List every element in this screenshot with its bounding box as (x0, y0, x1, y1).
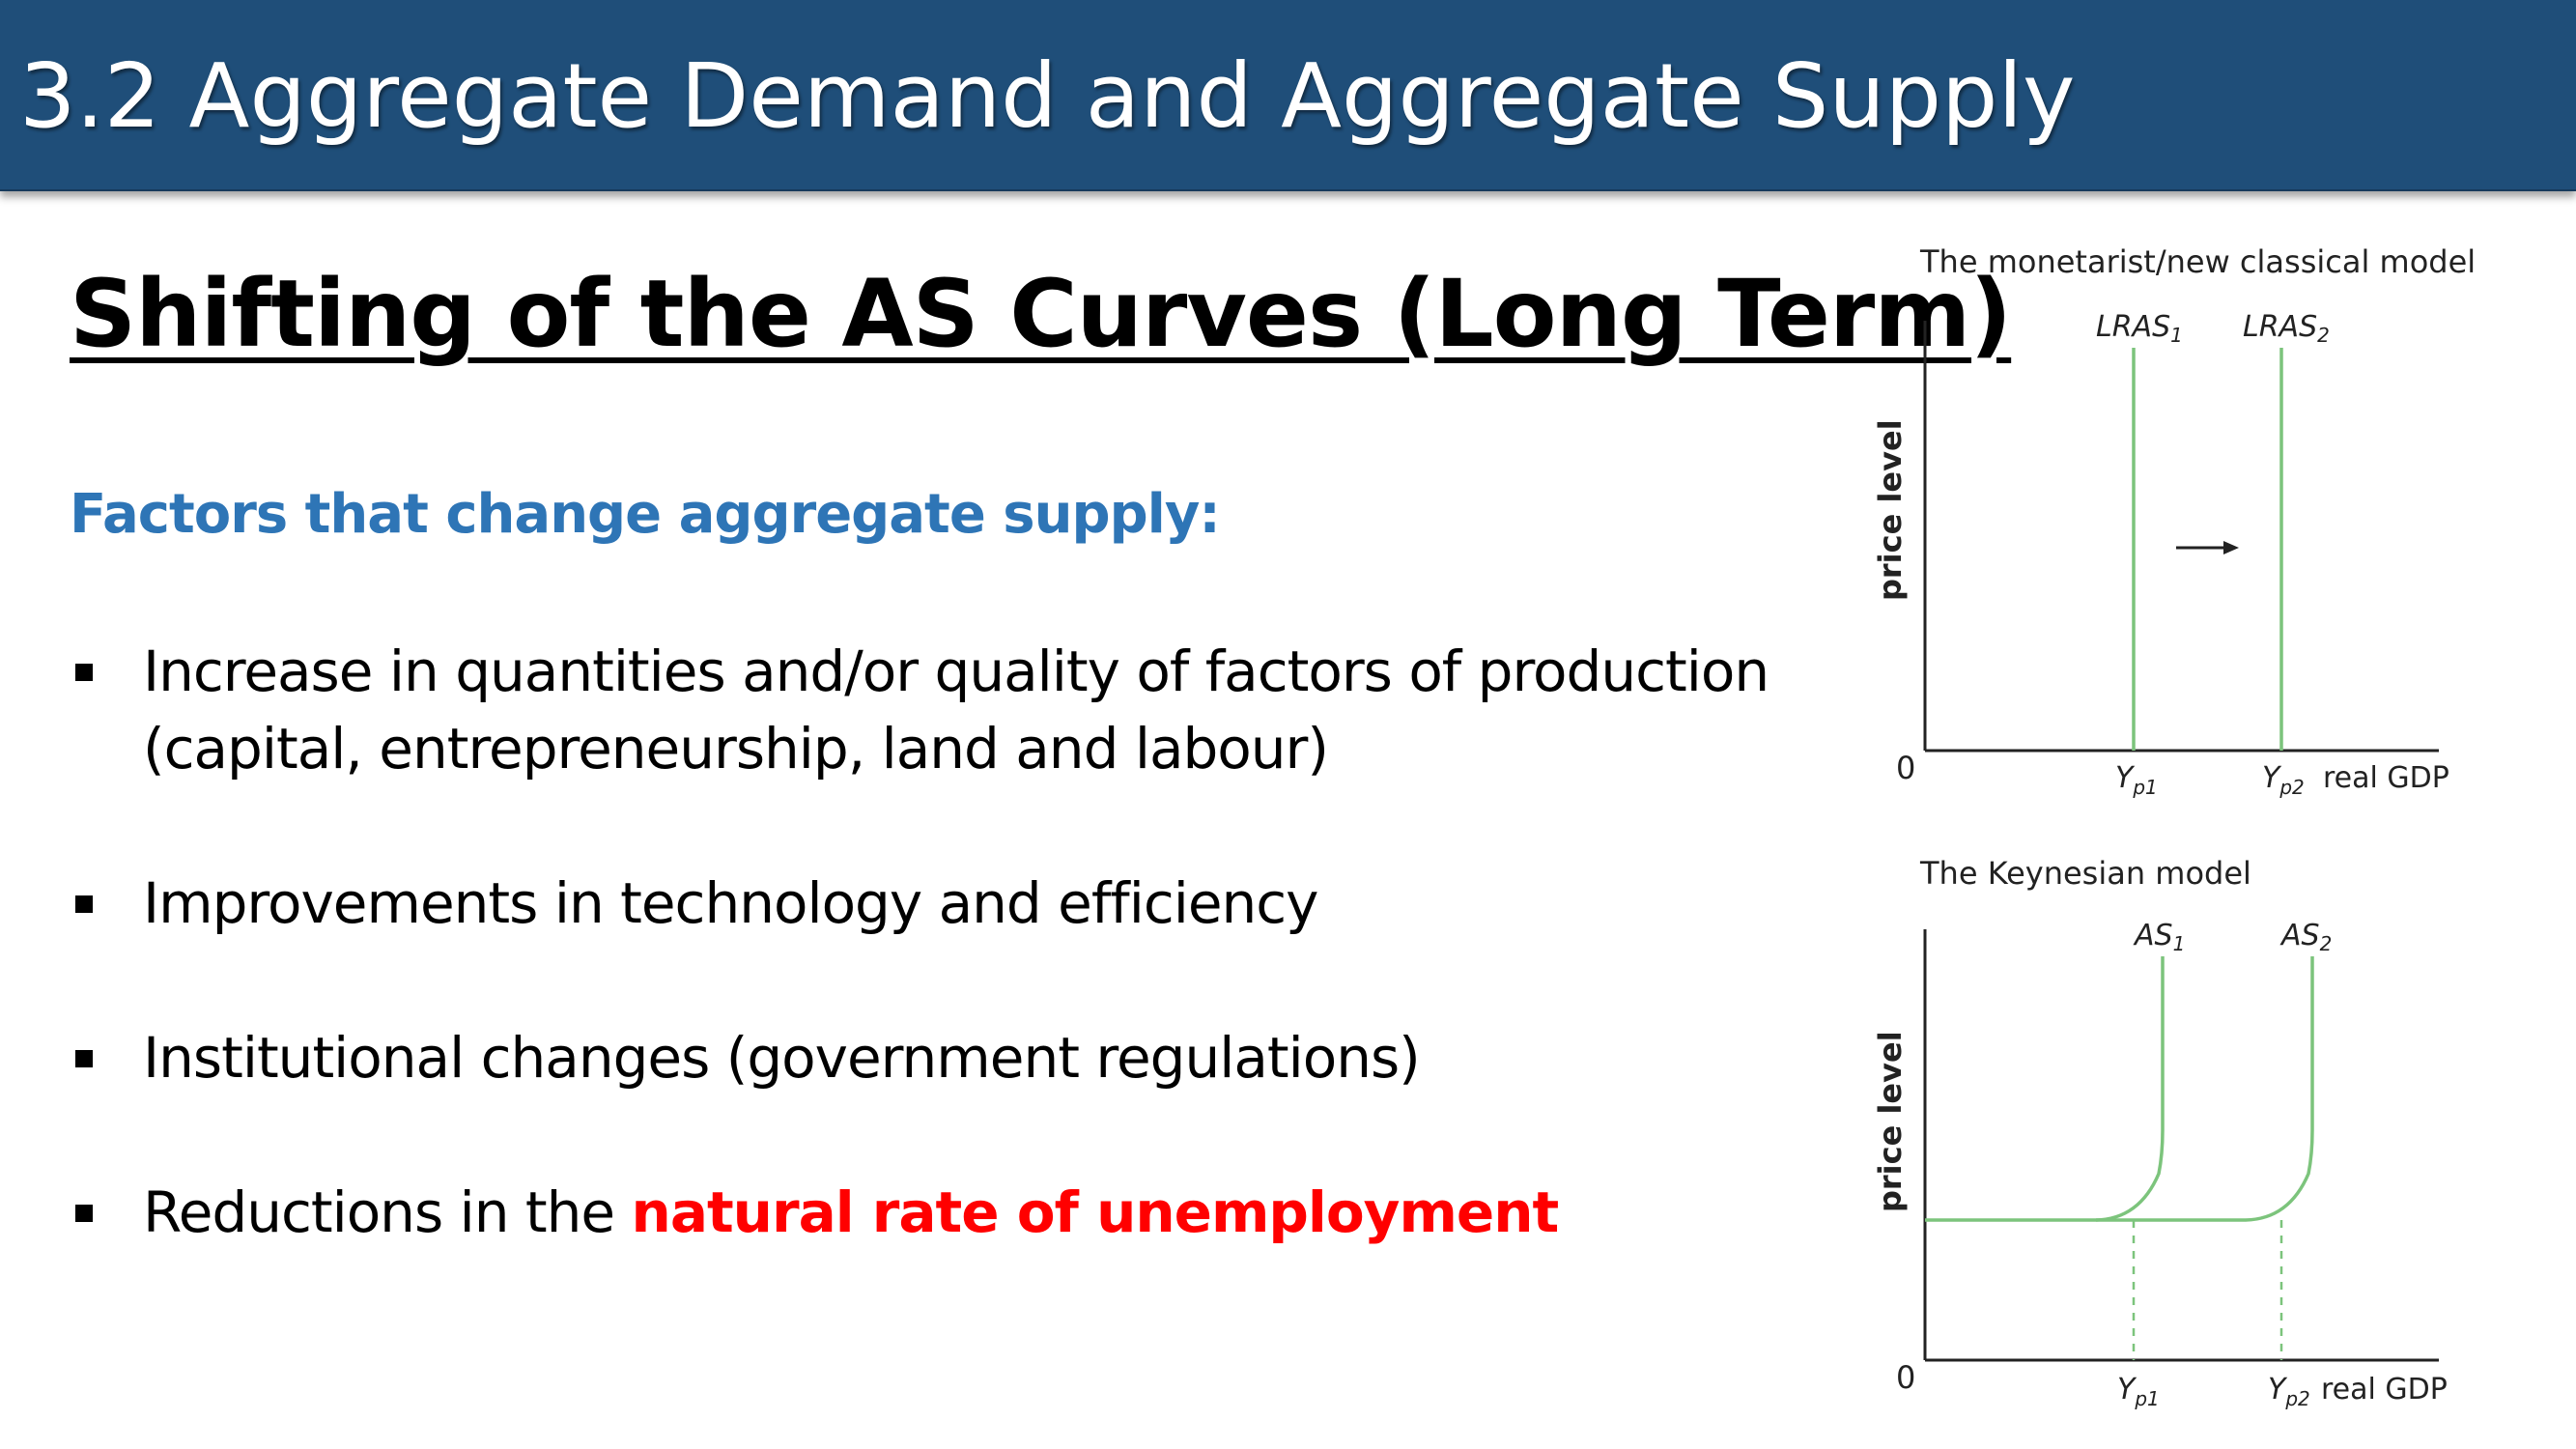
keynesian-y-label: price level (1872, 1031, 1909, 1212)
k-yp2-label: Yp2 (2268, 1373, 2310, 1410)
bullet-marker (75, 664, 93, 681)
as1-label: AS1 (2133, 919, 2185, 955)
keynesian-origin: 0 (1896, 1359, 1915, 1396)
monetarist-diagram: The monetarist/new classical model price… (1872, 243, 2476, 799)
monetarist-title: The monetarist/new classical model (1919, 243, 2476, 280)
bullet-line: Increase in quantities and/or quality of… (143, 639, 1769, 704)
monetarist-y-label: price level (1872, 419, 1909, 601)
shift-arrow-head (2223, 541, 2239, 554)
bullet-marker (75, 1205, 93, 1222)
keynesian-x-label: real GDP (2321, 1373, 2448, 1406)
yp2-label: Yp2 (2262, 761, 2305, 799)
slide-subtitle: Factors that change aggregate supply: (70, 483, 1221, 546)
bullet-marker (75, 895, 93, 913)
as2-curve (2096, 956, 2314, 1222)
lras2-label: LRAS2 (2243, 310, 2330, 347)
bullet-marker (75, 1050, 93, 1067)
yp1-label: Yp1 (2115, 761, 2158, 799)
keynesian-diagram: The Keynesian model price level 0 AS1 AS… (1872, 855, 2448, 1410)
bullet-text: Improvements in technology and efficienc… (143, 870, 1318, 936)
monetarist-origin: 0 (1896, 750, 1915, 786)
slide-title: Shifting of the AS Curves (Long Term) (70, 260, 2012, 368)
highlight-term: natural rate of unemployment (631, 1179, 1560, 1245)
as1-curve (1925, 956, 2165, 1222)
as2-label: AS2 (2279, 919, 2332, 955)
header-title: 3.2 Aggregate Demand and Aggregate Suppl… (19, 44, 2076, 148)
lras1-label: LRAS1 (2096, 310, 2183, 347)
bullet-prefix: Reductions in the (143, 1179, 632, 1245)
bullet-text: Institutional changes (government regula… (143, 1025, 1421, 1091)
bullet-text: Reductions in the natural rate of unempl… (143, 1174, 1804, 1251)
keynesian-title: The Keynesian model (1919, 855, 2251, 892)
header-bar: 3.2 Aggregate Demand and Aggregate Suppl… (0, 0, 2576, 191)
k-yp1-label: Yp1 (2117, 1373, 2160, 1410)
bullet-text: Increase in quantities and/or quality of… (143, 633, 1804, 787)
monetarist-x-label: real GDP (2323, 761, 2449, 795)
bullet-line: (capital, entrepreneurship, land and lab… (143, 716, 1329, 781)
